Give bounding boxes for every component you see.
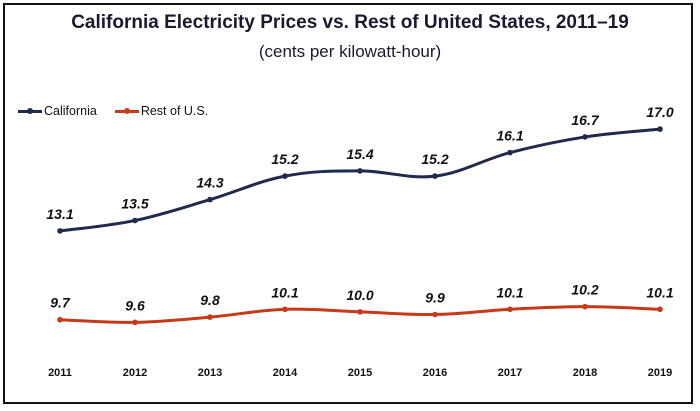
data-label-california-2017: 16.1 [496,128,523,144]
x-tick-label-2018: 2018 [573,367,597,379]
data-label-california-2016: 15.2 [421,151,448,167]
data-point-rest-of-us-2011 [57,316,63,323]
data-point-california-2017 [507,149,513,156]
data-label-rest-of-us-2014: 10.1 [271,284,298,300]
data-point-california-2011 [57,228,63,234]
data-point-california-2014 [282,173,288,179]
legend-swatch-california [18,106,42,116]
x-tick-label-2012: 2012 [123,367,147,379]
data-point-california-2013 [207,196,213,203]
data-point-rest-of-us-2016 [432,311,438,318]
data-label-california-2019: 17.0 [646,104,673,120]
data-point-rest-of-us-2015 [357,309,363,315]
chart-frame [3,3,693,404]
legend-item-rest-of-us: Rest of U.S. [114,104,209,118]
data-point-california-2016 [432,173,438,179]
series-line-california [59,127,661,233]
x-tick-label-2011: 2011 [48,367,72,379]
data-label-california-2012: 13.5 [121,196,148,212]
data-point-rest-of-us-2019 [657,306,663,313]
x-tick-label-2015: 2015 [348,367,372,379]
data-label-rest-of-us-2017: 10.1 [496,284,523,300]
legend-label-rest-of-us: Rest of U.S. [140,104,209,118]
data-point-california-2015 [357,168,363,174]
data-label-california-2011: 13.1 [46,206,73,222]
data-label-rest-of-us-2013: 9.8 [200,292,220,308]
x-tick-label-2016: 2016 [423,367,447,379]
x-tick-label-2014: 2014 [273,367,298,379]
data-label-california-2014: 15.2 [271,151,298,167]
data-point-rest-of-us-2017 [507,306,513,313]
data-point-rest-of-us-2014 [282,306,288,313]
x-tick-label-2013: 2013 [198,367,222,379]
data-point-rest-of-us-2013 [207,314,213,320]
legend-swatch-rest-of-us [114,106,139,116]
x-tick-label-2017: 2017 [498,367,522,379]
data-point-california-2019 [657,126,663,132]
data-label-rest-of-us-2019: 10.1 [646,284,673,300]
data-label-california-2015: 15.4 [346,146,373,162]
legend-label-california: California [44,104,97,118]
x-tick-label-2019: 2019 [648,367,672,379]
data-label-california-2013: 14.3 [196,175,223,191]
data-label-rest-of-us-2018: 10.2 [571,282,598,298]
data-label-rest-of-us-2012: 9.6 [125,297,145,313]
data-point-california-2012 [132,217,138,224]
chart-legend: California Rest of U.S. [18,104,208,118]
chart-title: California Electricity Prices vs. Rest o… [71,12,629,33]
data-label-california-2018: 16.7 [571,112,599,128]
legend-item-california: California [18,104,97,118]
chart-subtitle: (cents per kilowatt-hour) [258,42,442,61]
data-point-california-2018 [582,134,588,140]
data-label-rest-of-us-2016: 9.9 [425,290,445,306]
data-point-rest-of-us-2012 [132,319,138,326]
data-point-rest-of-us-2018 [582,303,588,310]
data-label-rest-of-us-2011: 9.7 [50,295,71,311]
data-label-rest-of-us-2015: 10.0 [346,287,373,303]
